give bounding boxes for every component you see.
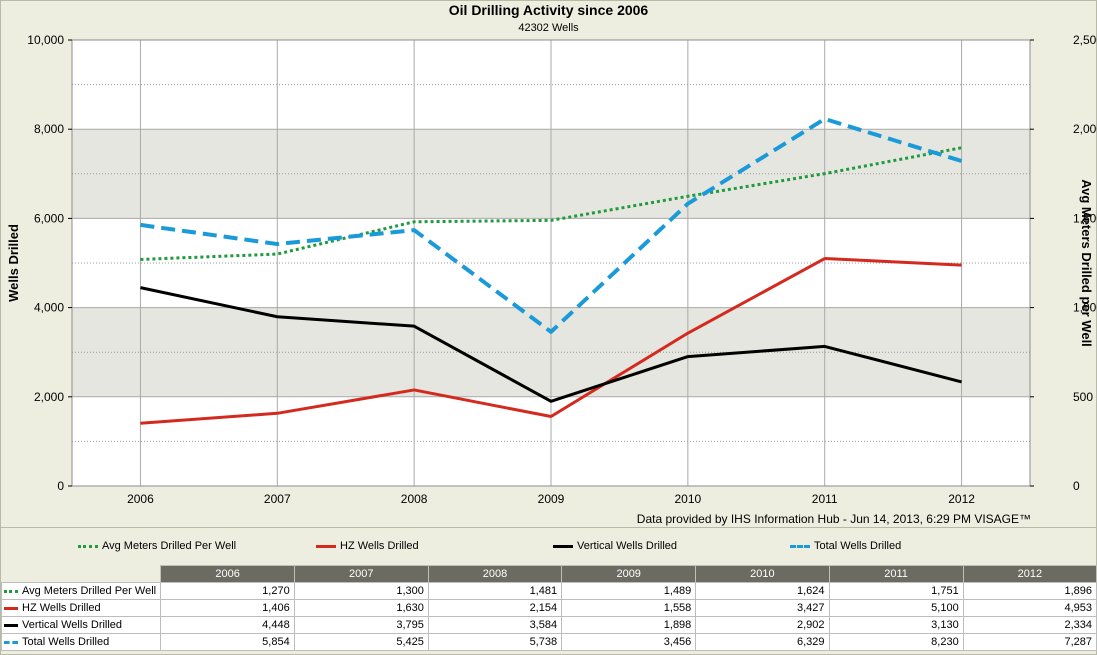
table-cell: 1,896 [962,582,1097,600]
left-axis-tick-label: 8,000 [34,122,64,136]
x-axis-tick-label: 2007 [264,492,291,506]
table-cell: 5,738 [427,633,563,651]
row-swatch [4,589,18,593]
table-column-header: 2008 [427,565,563,583]
table-column-header: 2009 [561,565,697,583]
table-cell: 1,481 [427,582,563,600]
legend-item: Total Wells Drilled [790,540,901,552]
x-axis-tick-label: 2008 [401,492,428,506]
table-cell: 2,154 [427,599,563,617]
row-label-text: Total Wells Drilled [22,636,110,648]
x-axis-tick-label: 2009 [538,492,565,506]
table-cell: 8,230 [828,633,964,651]
legend-swatch [78,544,98,548]
row-label-text: HZ Wells Drilled [22,602,101,614]
right-axis-tick-label: 1,000 [1073,301,1097,315]
table-cell: 1,489 [561,582,697,600]
table-cell: 3,427 [695,599,830,617]
table-column-header: 2007 [293,565,429,583]
table-cell: 2,902 [695,616,830,634]
table-cell: 4,953 [962,599,1097,617]
table-corner [2,566,161,583]
table-cell: 3,795 [293,616,429,634]
right-axis-tick-label: 2,000 [1073,122,1097,136]
table-cell: 1,300 [293,582,429,600]
x-axis-tick-label: 2006 [127,492,154,506]
table-cell: 4,448 [160,616,295,634]
series-line-avg-meters-drilled-per-well [140,146,962,261]
chart-legend: Avg Meters Drilled Per Well HZ Wells Dril… [0,540,1097,556]
series-line-total-wells-drilled [140,116,963,334]
table-row-label: Total Wells Drilled [0,633,162,651]
legend-label: Total Wells Drilled [814,540,902,552]
series-line-hz-wells-drilled [140,257,962,425]
legend-item: HZ Wells Drilled [316,540,419,552]
legend-item: Vertical Wells Drilled [553,540,677,552]
table-cell: 1,406 [160,599,295,617]
table-cell: 3,456 [561,633,697,651]
table-cell: 5,854 [160,633,295,651]
table-cell: 5,425 [293,633,429,651]
table-row: Avg Meters Drilled Per Well 1,270 1,300 1,4… [0,582,1097,600]
table-row: HZ Wells Drilled 1,406 1,630 2,154 1,558 3,42… [0,599,1097,617]
y-axis-label: Wells Drilled [6,224,21,302]
table-cell: 1,751 [828,582,964,600]
table-row-label: Avg Meters Drilled Per Well [0,582,162,600]
table-cell: 1,270 [160,582,295,600]
row-label-text: Vertical Wells Drilled [22,619,123,631]
chart-subtitle: 42302 Wells [518,22,579,34]
left-axis-tick-label: 0 [57,479,64,493]
table-row-label: Vertical Wells Drilled [0,616,162,634]
series-line-vertical-wells-drilled [140,286,962,403]
table-cell: 1,630 [293,599,429,617]
legend-label: Avg Meters Drilled Per Well [102,540,237,552]
table-cell: 2,334 [962,616,1097,634]
right-axis-tick-label: 2,500 [1073,33,1097,47]
right-axis-tick-label: 0 [1073,479,1080,493]
legend-swatch [553,544,573,548]
row-label-text: Avg Meters Drilled Per Well [22,585,157,597]
x-axis-tick-label: 2010 [675,492,702,506]
table-cell: 1,624 [695,582,830,600]
table-cell: 5,100 [828,599,964,617]
row-swatch [4,623,18,627]
left-axis-tick-label: 10,000 [27,33,64,47]
divider [0,527,1097,528]
legend-swatch [316,544,336,548]
table-cell: 3,584 [427,616,563,634]
right-axis-tick-label: 500 [1073,390,1093,404]
y-axis-right-label: Avg Meters Drilled per Well [1079,179,1094,347]
left-axis-tick-label: 6,000 [34,211,64,225]
chart-title: Oil Drilling Activity since 2006 [448,2,649,18]
legend-label: Vertical Wells Drilled [577,540,678,552]
table-column-header: 2011 [828,565,964,583]
table-cell: 1,898 [561,616,697,634]
left-axis-tick-label: 4,000 [34,301,64,315]
table-cell: 6,329 [695,633,830,651]
left-axis-tick-label: 2,000 [34,390,64,404]
x-axis-tick-label: 2012 [948,492,975,506]
right-axis-tick-label: 1,500 [1073,211,1097,225]
legend-label: HZ Wells Drilled [340,540,419,552]
row-swatch [4,640,18,644]
table-row: Vertical Wells Drilled 4,448 3,795 3,584 1,8… [0,616,1097,634]
table-cell: 3,130 [828,616,964,634]
table-column-header: 2006 [160,565,295,583]
table-cell: 7,287 [962,633,1097,651]
table-row: Total Wells Drilled 5,854 5,425 5,738 3,456 6… [0,633,1097,651]
table-row-label: HZ Wells Drilled [0,599,162,617]
data-table: 2006 2007 2008 2009 2010 2011 2012 Avg Meters … [0,565,1097,651]
row-swatch [4,606,18,610]
plot-border [71,39,1031,487]
legend-item: Avg Meters Drilled Per Well [78,540,236,552]
line-chart: 0 2,000 4,000 6,000 8,000 10,000 0 500 1,000 1,50… [6,33,1097,506]
x-axis-tick-label: 2011 [812,492,838,506]
data-credit: Data provided by IHS Information Hub - J… [636,512,1031,526]
table-cell: 1,558 [561,599,697,617]
legend-swatch [790,544,810,548]
table-column-header: 2010 [695,565,830,583]
table-column-header: 2012 [962,565,1097,583]
